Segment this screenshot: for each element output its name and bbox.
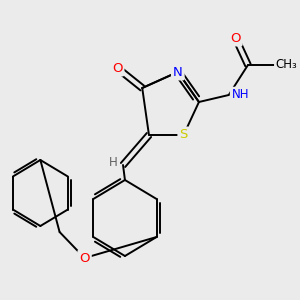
Text: S: S bbox=[179, 128, 188, 142]
Text: O: O bbox=[79, 251, 90, 265]
Text: CH₃: CH₃ bbox=[276, 58, 298, 71]
Text: O: O bbox=[230, 32, 241, 44]
Text: H: H bbox=[109, 155, 118, 169]
Text: O: O bbox=[112, 61, 122, 74]
Text: NH: NH bbox=[232, 88, 249, 101]
Text: N: N bbox=[173, 65, 183, 79]
